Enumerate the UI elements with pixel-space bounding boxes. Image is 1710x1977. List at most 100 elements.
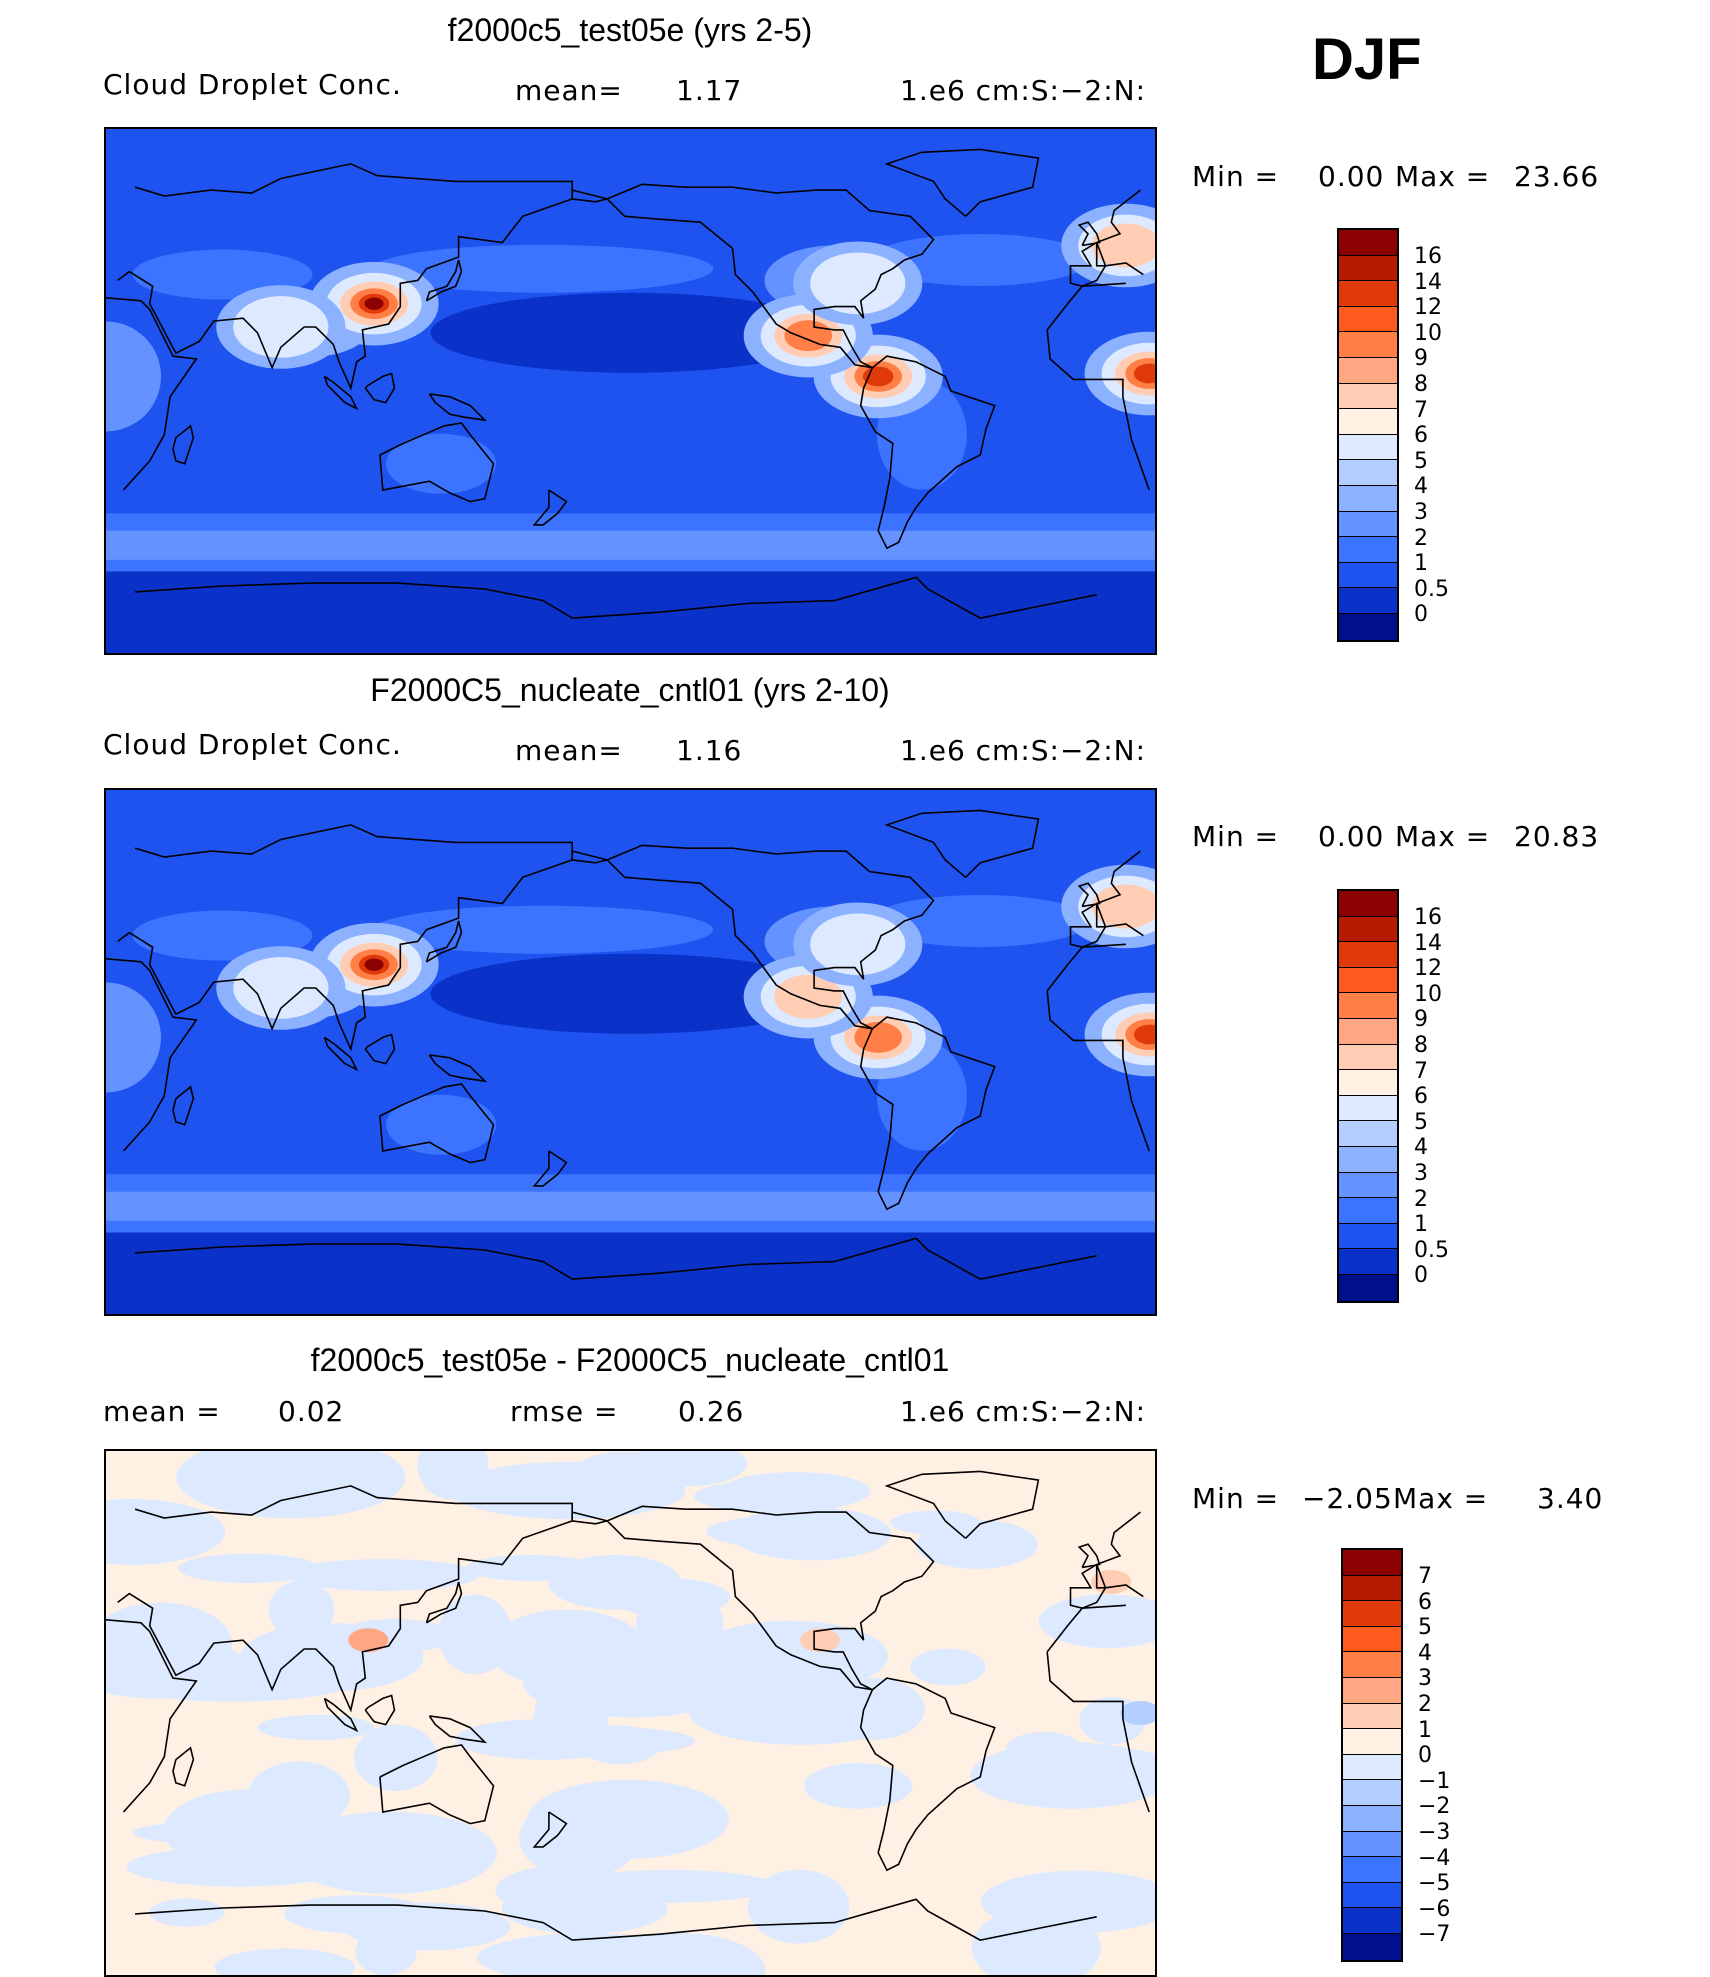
colorbar-tick-label: 0.5 (1414, 1237, 1449, 1263)
field-contour (106, 982, 161, 1093)
colorbar-segment (1339, 383, 1397, 410)
colorbar-tick-label: 16 (1414, 905, 1442, 930)
map-svg (106, 790, 1155, 1314)
colorbar-tick-label: 16 (1414, 244, 1442, 269)
mean-label: mean= (515, 74, 623, 107)
coastline (323, 1036, 359, 1072)
colorbar-tick-label: 7 (1414, 397, 1428, 423)
panel-title: f2000c5_test05e (yrs 2-5) (447, 12, 813, 48)
coastline (323, 1697, 359, 1733)
negative-anomaly (590, 1932, 765, 1975)
colorbar-segment (1339, 1274, 1397, 1301)
coastline (884, 148, 1040, 217)
negative-anomaly (971, 1907, 1101, 1975)
colorbar-segment (1343, 1652, 1401, 1678)
coastline (884, 809, 1040, 878)
colorbar-tick-label: 14 (1414, 269, 1442, 295)
max-value: 3.40 (1537, 1482, 1604, 1515)
coastline (379, 1744, 495, 1825)
hotspot-east-asia (364, 958, 384, 971)
hotspot-mexico (774, 974, 843, 1019)
coastline (106, 943, 1150, 1152)
colorbar-tick-label: 6 (1414, 1084, 1428, 1110)
colorbar-segment (1343, 1933, 1401, 1960)
colorbar-tick-label: 5 (1414, 448, 1428, 474)
coastline (884, 1470, 1040, 1539)
panel-title: f2000c5_test05e - F2000C5_nucleate_cntl0… (310, 1342, 950, 1378)
hotspot-east-asia (348, 1628, 389, 1653)
negative-anomaly (286, 1559, 480, 1591)
coastline (1077, 1543, 1101, 1569)
coastline (1069, 902, 1107, 949)
hotspot-india (233, 296, 329, 358)
colorbar-segment (1343, 1908, 1401, 1934)
coastline (532, 489, 568, 526)
colorbar-tick-label: −5 (1418, 1871, 1451, 1897)
negative-anomaly (563, 1869, 776, 1903)
colorbar-tick-label: −3 (1418, 1820, 1451, 1845)
negative-anomaly (823, 1678, 926, 1740)
colorbar-1 (1337, 228, 1399, 642)
negative-anomaly (245, 1457, 321, 1484)
colorbar-tick-label: 14 (1414, 930, 1442, 956)
coastline (606, 1505, 935, 1691)
colorbar-segment (1339, 357, 1397, 384)
colorbar-tick-label: 6 (1414, 423, 1428, 449)
colorbar-segment (1339, 1044, 1397, 1071)
colorbar-segment (1339, 1095, 1397, 1122)
colorbar-tick-label: 1 (1414, 1212, 1428, 1238)
units-label: 1.e6 cm:S:−2:N: (900, 74, 1147, 107)
colorbar-segment (1339, 613, 1397, 640)
colorbar-tick-label: −4 (1418, 1845, 1451, 1871)
colorbar-segment (1339, 1121, 1397, 1147)
colorbar-segment (1343, 1780, 1401, 1806)
mean-value: 1.17 (676, 74, 743, 107)
colorbar-segment (1343, 1677, 1401, 1704)
coastline (428, 1715, 488, 1744)
coastline (425, 259, 463, 302)
negative-anomaly (706, 1514, 889, 1549)
mean-label: mean= (515, 734, 623, 767)
hotspot-mexico (784, 320, 833, 352)
colorbar-segment (1343, 1805, 1401, 1832)
colorbar-tick-label: 0 (1418, 1743, 1432, 1769)
hotspot-central-africa (1120, 1701, 1155, 1725)
hotspot-europe (1091, 884, 1155, 929)
colorbar-segment (1343, 1703, 1401, 1730)
min-label: Min = (1192, 820, 1280, 853)
min-value: 0.00 (1318, 820, 1385, 853)
colorbar-tick-label: 9 (1414, 1007, 1428, 1033)
coastline (364, 1694, 396, 1726)
coastline (379, 1083, 495, 1164)
coastline (606, 183, 935, 369)
colorbar-segment (1339, 1146, 1397, 1173)
coastline (323, 375, 359, 411)
colorbar-segment (1343, 1729, 1401, 1755)
mean-label: mean = (103, 1395, 221, 1428)
field-contour (430, 953, 831, 1034)
coastline (364, 372, 396, 404)
field-contour (386, 433, 497, 494)
rmse-value: 0.26 (678, 1395, 745, 1428)
coastline (172, 424, 195, 465)
negative-anomaly (527, 1779, 729, 1859)
coastline (859, 1677, 996, 1872)
colorbar-segment (1339, 537, 1397, 563)
variable-label: Cloud Droplet Conc. (103, 68, 402, 101)
colorbar-segment (1339, 916, 1397, 943)
colorbar-tick-label: 10 (1414, 981, 1442, 1007)
colorbar-segment (1339, 230, 1397, 256)
zonal-band (106, 1191, 1155, 1221)
min-value: 0.00 (1318, 160, 1385, 193)
negative-anomaly (176, 1451, 406, 1519)
hotspot-mexico (799, 1628, 840, 1653)
hotspot-colombia (854, 1022, 902, 1053)
negative-anomaly (106, 1602, 233, 1687)
negative-anomaly (342, 1902, 511, 1951)
hotspot-colombia (862, 366, 894, 387)
colorbar-segment (1339, 281, 1397, 307)
colorbar-segment (1343, 1857, 1401, 1883)
colorbar-tick-label: 4 (1414, 1135, 1428, 1161)
negative-anomaly (694, 1480, 827, 1512)
min-label: Min = (1192, 1482, 1280, 1515)
